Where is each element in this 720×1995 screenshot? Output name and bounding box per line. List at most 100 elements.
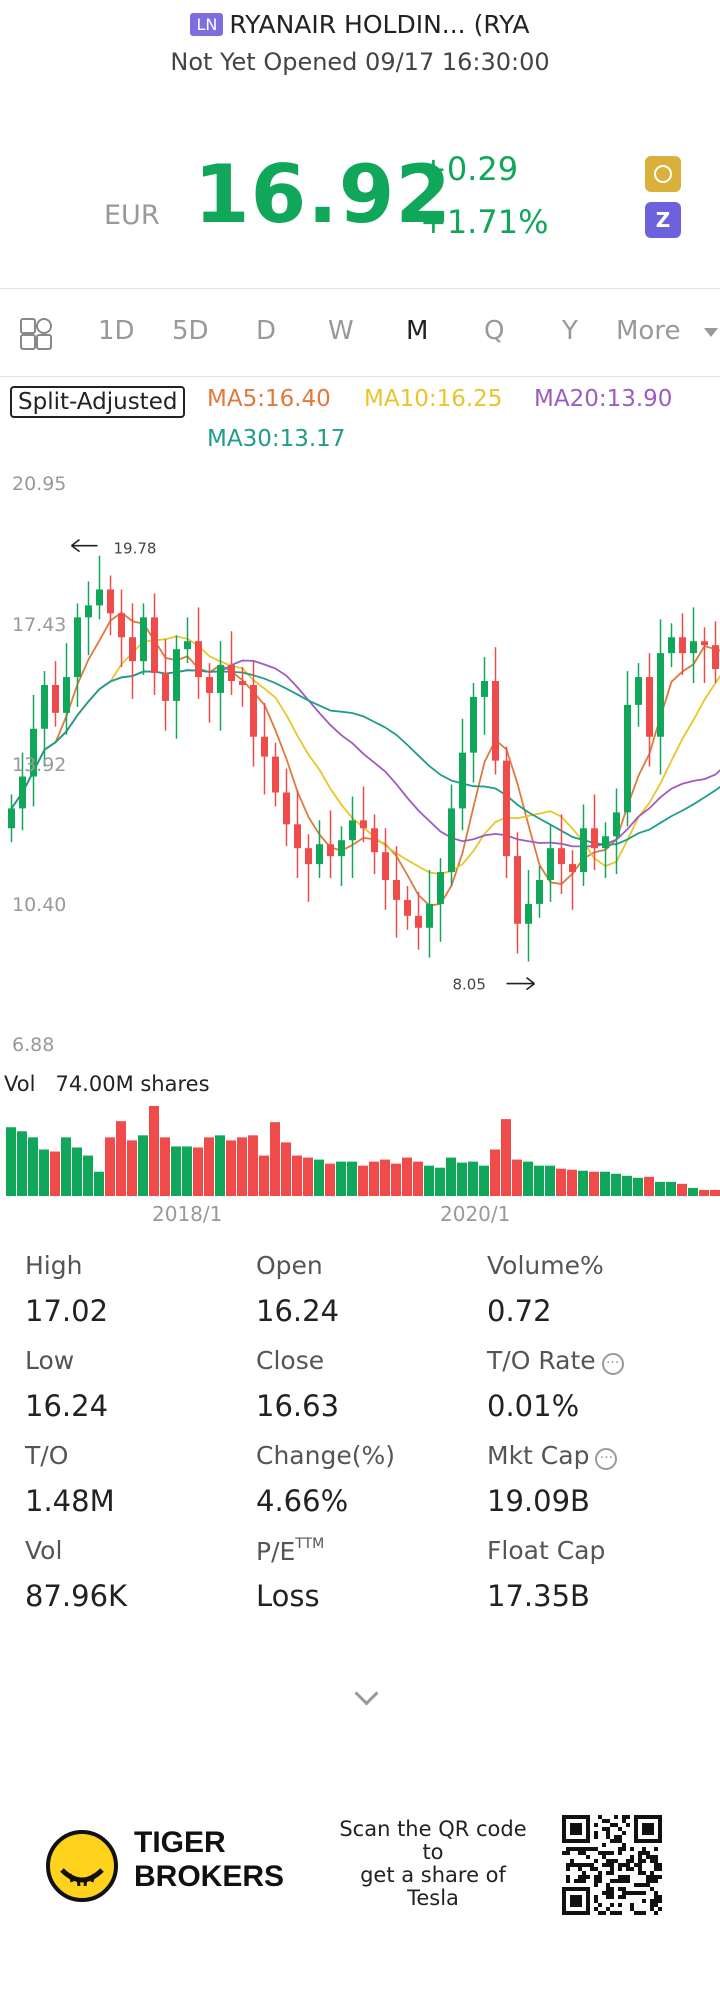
candle-body bbox=[679, 637, 686, 654]
tab-week[interactable]: W bbox=[328, 316, 354, 346]
price-change: +0.29 bbox=[420, 150, 519, 188]
volume-bar bbox=[127, 1140, 137, 1196]
high-arrow-icon bbox=[71, 539, 98, 553]
candle-body bbox=[536, 880, 543, 904]
volume-bar bbox=[567, 1169, 577, 1196]
x-tick-label: 2018/1 bbox=[152, 1202, 223, 1226]
high-marker-label: 19.78 bbox=[114, 540, 157, 558]
candle-body bbox=[30, 728, 37, 777]
candle-body bbox=[19, 776, 26, 809]
volume-bar bbox=[380, 1159, 390, 1196]
volume-bar bbox=[655, 1181, 665, 1196]
tab-more[interactable]: More bbox=[616, 316, 681, 346]
volume-bar bbox=[281, 1142, 291, 1196]
candle-body bbox=[525, 903, 532, 924]
volume-bar bbox=[94, 1171, 104, 1196]
volume-bar bbox=[336, 1161, 346, 1196]
candle-body bbox=[712, 645, 719, 670]
stat-label-low: Low bbox=[25, 1346, 75, 1375]
more-info-icon[interactable]: ··· bbox=[595, 1448, 618, 1470]
candle-body bbox=[558, 848, 565, 865]
volume-bar bbox=[523, 1161, 533, 1196]
candle-body bbox=[327, 844, 334, 857]
volume-bar bbox=[644, 1176, 654, 1196]
candle-body bbox=[63, 677, 70, 713]
volume-bar bbox=[28, 1137, 38, 1196]
candle-body bbox=[657, 653, 664, 737]
candle-body bbox=[305, 848, 312, 865]
volume-bar bbox=[61, 1137, 71, 1196]
volume-bar bbox=[50, 1151, 60, 1196]
candle-body bbox=[492, 681, 499, 761]
volume-bar bbox=[303, 1157, 313, 1196]
y-tick-label: 20.95 bbox=[12, 473, 67, 495]
volume-bar bbox=[116, 1121, 126, 1196]
candle-body bbox=[404, 899, 411, 916]
candle-body bbox=[239, 681, 246, 685]
candle-body bbox=[580, 828, 587, 873]
volume-bar bbox=[633, 1177, 643, 1196]
price-change-percent: +1.71% bbox=[420, 203, 549, 241]
candle-body bbox=[228, 665, 235, 682]
stat-label-change-pct: Change(%) bbox=[256, 1441, 395, 1470]
candle-body bbox=[272, 756, 279, 793]
market-status: Not Yet Opened 09/17 16:30:00 bbox=[170, 48, 550, 76]
stat-label-open: Open bbox=[256, 1251, 323, 1280]
candle-body bbox=[250, 684, 257, 737]
candle-body bbox=[547, 848, 554, 881]
ma5-line bbox=[10, 611, 720, 907]
stat-value-pe: Loss bbox=[256, 1579, 320, 1613]
tab-year[interactable]: Y bbox=[562, 316, 578, 346]
candle-body bbox=[646, 677, 653, 737]
volume-bar bbox=[424, 1165, 434, 1196]
stock-title: LN RYANAIR HOLDIN... (RYA bbox=[0, 10, 720, 39]
stat-value-turnover: 1.48M bbox=[25, 1484, 115, 1518]
y-tick-label: 13.92 bbox=[12, 754, 67, 776]
candle-body bbox=[96, 589, 103, 606]
qr-caption: Scan the QR code to get a share of Tesla bbox=[333, 1818, 533, 1910]
split-adjusted-toggle[interactable]: Split-Adjusted bbox=[10, 386, 186, 418]
volume-bar bbox=[622, 1175, 632, 1196]
volume-bar bbox=[292, 1155, 302, 1196]
tab-5d[interactable]: 5D bbox=[172, 316, 209, 346]
candle-body bbox=[481, 681, 488, 697]
candle-body bbox=[173, 649, 180, 701]
candlestick-chart[interactable]: 19.78 8.05 bbox=[0, 460, 720, 1080]
stat-value-vol: 87.96K bbox=[25, 1579, 128, 1613]
tab-quarter[interactable]: Q bbox=[484, 316, 505, 346]
candle-body bbox=[371, 828, 378, 853]
qr-caption-line: get a share of bbox=[360, 1863, 506, 1887]
stock-name: RYANAIR HOLDIN... (RYA bbox=[229, 10, 530, 39]
volume-bar bbox=[215, 1135, 225, 1196]
volume-bar bbox=[6, 1127, 16, 1196]
candle-body bbox=[624, 704, 631, 813]
candle-body bbox=[8, 808, 15, 829]
volume-bar bbox=[314, 1159, 324, 1196]
candle-body bbox=[613, 812, 620, 837]
expand-chevron-icon[interactable] bbox=[354, 1681, 379, 1706]
qr-caption-line: Scan the QR code bbox=[339, 1817, 527, 1841]
volume-bar bbox=[446, 1157, 456, 1196]
tab-1d[interactable]: 1D bbox=[98, 316, 135, 346]
volume-bar bbox=[666, 1181, 676, 1196]
stat-value-close: 16.63 bbox=[256, 1389, 340, 1423]
volume-bar bbox=[204, 1137, 214, 1196]
stat-label-turnover: T/O bbox=[25, 1441, 69, 1470]
candle-body bbox=[294, 824, 301, 849]
history-clock-icon[interactable] bbox=[645, 156, 681, 192]
stat-value-low: 16.24 bbox=[25, 1389, 109, 1423]
more-info-icon[interactable]: ··· bbox=[601, 1353, 624, 1375]
volume-bar bbox=[534, 1165, 544, 1196]
volume-bar bbox=[402, 1157, 412, 1196]
volume-bar bbox=[413, 1161, 423, 1196]
layout-grid-icon[interactable] bbox=[20, 318, 52, 350]
stat-label-volume-pct: Volume% bbox=[487, 1251, 604, 1280]
volume-bar bbox=[182, 1146, 192, 1196]
y-tick-label: 6.88 bbox=[12, 1034, 55, 1056]
tiger-logo-icon bbox=[46, 1830, 118, 1902]
tab-day[interactable]: D bbox=[256, 316, 277, 346]
candle-body bbox=[316, 844, 323, 865]
chevron-down-icon[interactable] bbox=[704, 328, 718, 337]
z-app-icon[interactable]: Z bbox=[645, 202, 681, 238]
tab-month[interactable]: M bbox=[406, 316, 429, 346]
